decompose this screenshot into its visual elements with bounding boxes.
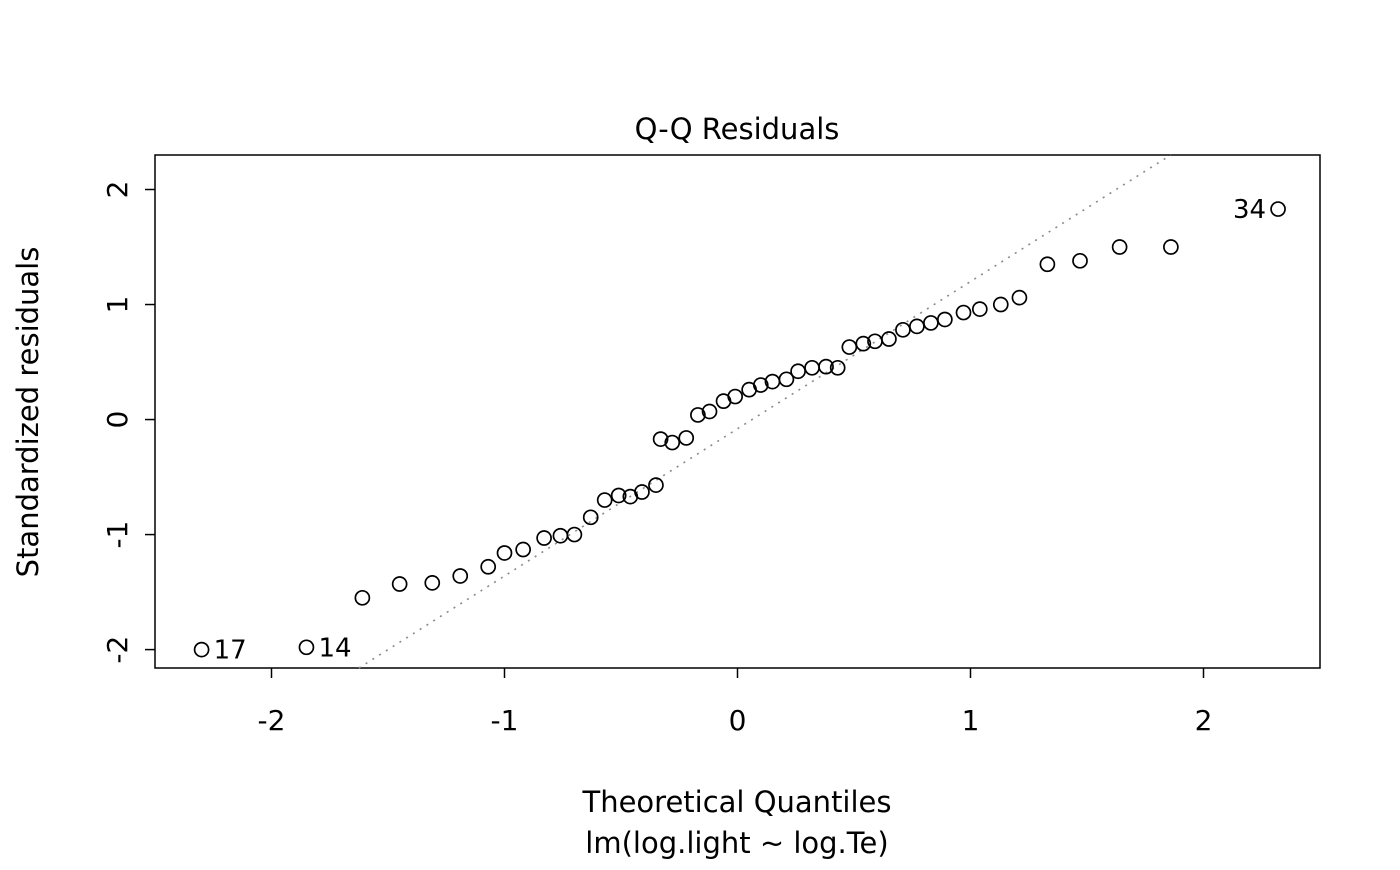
data-point — [652, 431, 669, 447]
data-point — [923, 315, 939, 331]
data-point — [515, 541, 531, 558]
plot-layer: -2 -1 0 1 2 -2 -1 0 1 2 17 14 34 — [101, 154, 1321, 737]
data-point — [298, 639, 315, 656]
data-point — [971, 301, 988, 317]
x-tick-label: -1 — [491, 704, 519, 737]
data-point — [895, 321, 911, 338]
x-tick-label: 2 — [1195, 704, 1213, 737]
data-point — [664, 434, 681, 451]
chart-title: Q-Q Residuals — [635, 112, 840, 146]
data-point — [1011, 289, 1028, 306]
y-tick-label: -1 — [101, 521, 134, 549]
x-tick-label: 1 — [962, 704, 980, 737]
y-tick-label: 0 — [101, 411, 134, 429]
data-point — [610, 487, 627, 504]
data-point — [391, 576, 408, 592]
point-label: 34 — [1233, 195, 1266, 225]
data-point — [855, 335, 872, 352]
data-point — [1111, 239, 1128, 255]
data-point — [1072, 252, 1088, 269]
data-point — [424, 575, 441, 591]
data-point — [1270, 201, 1286, 217]
data-point — [909, 318, 925, 335]
data-point — [480, 558, 497, 575]
plot-box — [154, 154, 1321, 669]
x-tick-label: 0 — [729, 704, 747, 737]
x-axis-label: Theoretical Quantiles — [581, 785, 891, 819]
data-point — [841, 339, 858, 355]
qq-reference-line — [358, 154, 1172, 669]
y-tick-label: 2 — [101, 181, 134, 199]
data-point — [536, 530, 552, 546]
data-point — [992, 296, 1009, 313]
data-point — [829, 359, 846, 376]
data-point — [790, 363, 806, 380]
data-point — [496, 545, 513, 561]
x-axis-sublabel: lm(log.light ~ log.Te) — [585, 826, 888, 860]
data-point — [582, 509, 599, 526]
y-tick-label: 1 — [101, 296, 134, 314]
data-point — [354, 589, 371, 606]
data-point — [881, 331, 897, 347]
data-point — [804, 359, 820, 376]
data-point — [778, 371, 795, 388]
data-point — [1039, 256, 1056, 273]
data-point — [552, 527, 569, 544]
point-label: 17 — [214, 636, 247, 666]
data-point — [193, 641, 210, 658]
y-tick-label: -2 — [101, 636, 134, 664]
data-point — [818, 358, 834, 375]
data-point — [648, 477, 664, 493]
data-point — [727, 388, 744, 405]
data-point — [690, 407, 706, 423]
data-point — [452, 568, 469, 584]
data-point — [937, 311, 953, 328]
data-point — [678, 430, 695, 446]
x-tick-label: -2 — [258, 704, 286, 737]
data-point — [1163, 239, 1179, 255]
data-point — [701, 403, 718, 420]
data-point — [752, 377, 769, 393]
data-point — [955, 304, 972, 321]
data-point — [634, 484, 650, 500]
y-axis-label: Standardized residuals — [11, 247, 45, 578]
point-label: 14 — [318, 633, 351, 663]
data-point — [566, 526, 583, 543]
data-point — [596, 492, 613, 508]
